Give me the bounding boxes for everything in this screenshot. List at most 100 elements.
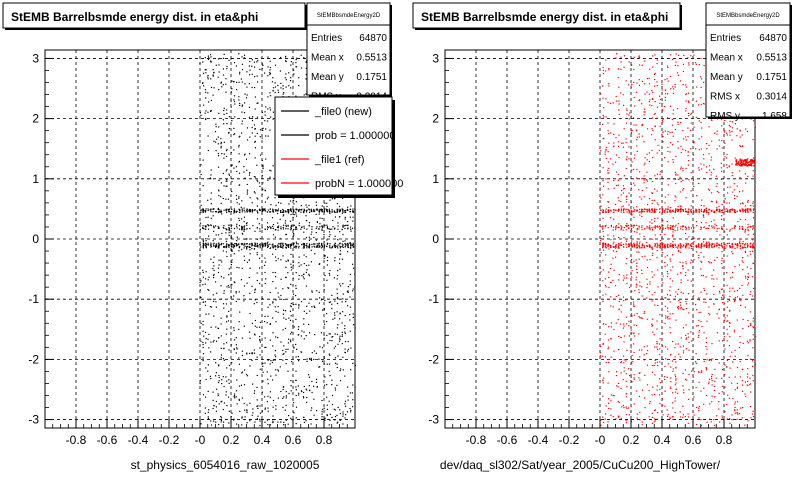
data-point: [344, 216, 346, 218]
data-point: [670, 245, 672, 247]
data-point: [287, 423, 289, 425]
data-point: [652, 228, 654, 230]
data-point: [282, 388, 284, 391]
data-point: [667, 310, 669, 312]
stats-value: 0.1751: [356, 72, 387, 83]
data-point: [290, 263, 292, 265]
data-point: [328, 424, 330, 426]
data-point: [208, 409, 210, 411]
data-point: [664, 376, 666, 378]
data-point: [313, 385, 315, 387]
data-point: [708, 227, 710, 230]
data-point: [731, 163, 733, 165]
data-point: [609, 267, 611, 270]
data-point: [674, 400, 676, 402]
data-point: [747, 284, 749, 286]
data-point: [698, 247, 700, 249]
data-point: [210, 224, 212, 226]
data-point: [213, 405, 215, 407]
data-point: [302, 276, 304, 278]
data-point: [287, 246, 289, 248]
data-point: [227, 198, 229, 200]
data-point: [249, 211, 251, 213]
data-point: [651, 276, 654, 278]
data-point: [298, 360, 300, 362]
data-point: [658, 225, 661, 227]
data-point: [605, 413, 607, 415]
data-point: [205, 244, 207, 246]
data-point: [705, 166, 708, 168]
data-point: [216, 340, 218, 342]
data-point: [205, 72, 207, 74]
data-point: [617, 173, 619, 176]
data-point: [687, 333, 689, 335]
data-point: [261, 187, 263, 189]
data-point: [654, 291, 656, 293]
data-point: [646, 153, 648, 155]
data-point: [636, 262, 638, 264]
data-point: [290, 61, 292, 63]
data-point: [271, 361, 273, 364]
data-point: [636, 313, 638, 315]
data-point: [643, 111, 645, 113]
data-point: [243, 112, 246, 114]
data-point: [326, 243, 328, 245]
data-point: [334, 416, 337, 418]
data-point: [731, 419, 733, 421]
data-point: [308, 358, 311, 360]
data-point: [212, 243, 214, 245]
data-point: [254, 325, 256, 327]
data-point: [310, 409, 312, 411]
data-point: [339, 208, 341, 211]
data-point: [633, 351, 635, 354]
data-point: [274, 354, 276, 356]
data-point: [654, 418, 656, 420]
data-point: [334, 260, 336, 262]
data-point: [209, 54, 212, 56]
data-point: [234, 116, 236, 118]
data-point: [246, 243, 248, 245]
data-point: [246, 191, 248, 193]
data-point: [295, 295, 297, 297]
data-point: [752, 238, 754, 240]
data-point: [607, 169, 609, 172]
data-point: [275, 336, 277, 338]
data-point: [721, 385, 724, 387]
data-point: [218, 211, 220, 213]
data-point: [316, 245, 319, 247]
data-point: [212, 94, 214, 96]
data-point: [282, 313, 284, 315]
data-point: [618, 141, 620, 143]
data-point: [641, 225, 643, 227]
data-point: [685, 247, 687, 249]
data-point: [667, 273, 669, 275]
data-point: [708, 225, 710, 227]
data-point: [639, 241, 641, 243]
data-point: [705, 276, 707, 278]
data-point: [199, 63, 201, 65]
data-point: [690, 113, 692, 115]
data-point: [282, 245, 284, 247]
data-point: [603, 249, 605, 251]
data-point: [742, 269, 744, 271]
data-point: [298, 224, 300, 227]
data-point: [620, 387, 622, 390]
data-point: [745, 247, 747, 249]
data-point: [217, 143, 219, 145]
data-point: [329, 375, 331, 377]
data-point: [306, 228, 308, 230]
data-point: [669, 278, 671, 280]
data-point: [646, 225, 648, 228]
data-point: [698, 417, 700, 419]
data-point: [698, 334, 700, 336]
data-point: [231, 242, 233, 244]
data-point: [631, 244, 633, 246]
data-point: [672, 244, 674, 246]
data-point: [695, 116, 697, 118]
data-point: [344, 242, 346, 245]
data-point: [258, 208, 261, 210]
data-point: [306, 396, 308, 399]
data-point: [664, 96, 666, 98]
data-point: [208, 347, 210, 349]
data-point: [339, 313, 341, 315]
